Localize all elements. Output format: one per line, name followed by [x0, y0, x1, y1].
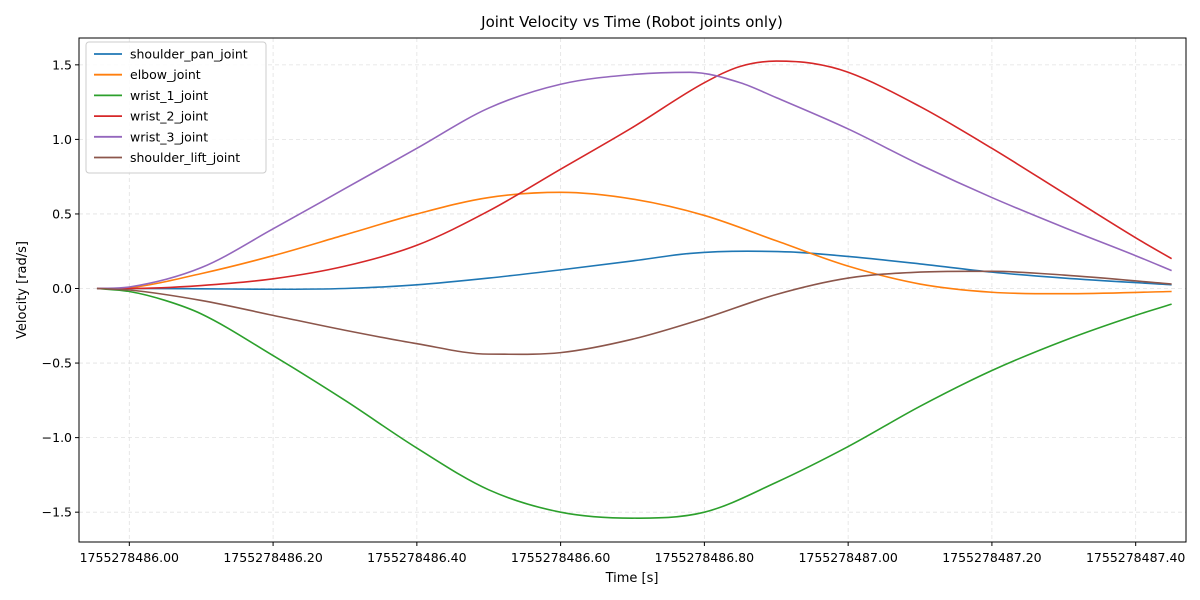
series-line-shoulder-pan-joint [96, 250, 1172, 291]
x-tick-label: 1755278487.00 [798, 550, 897, 565]
y-axis-ticks: −1.5 −1.0 −0.5 0.0 0.5 1.0 1.5 [42, 57, 79, 520]
y-tick-label: 0.5 [52, 206, 72, 221]
legend-label: elbow_joint [130, 67, 201, 82]
series-line-elbow-joint [96, 191, 1172, 295]
series-line-wrist-1-joint [96, 287, 1172, 519]
x-tick-label: 1755278486.00 [80, 550, 179, 565]
y-tick-label: −1.0 [42, 430, 72, 445]
legend: shoulder_pan_joint elbow_joint wrist_1_joi… [85, 41, 267, 174]
legend-box [85, 41, 267, 174]
legend-label: shoulder_lift_joint [130, 150, 240, 165]
x-axis-ticks: 1755278486.00 1755278486.20 1755278486.40 1… [80, 542, 1185, 565]
series-line-wrist-2-joint [96, 60, 1173, 290]
y-tick-label: −1.5 [42, 505, 72, 520]
chart-title: Joint Velocity vs Time (Robot joints onl… [480, 13, 783, 31]
series-line-wrist-3-joint [96, 71, 1172, 290]
x-tick-label: 1755278487.40 [1086, 550, 1185, 565]
y-tick-label: −0.5 [42, 356, 72, 371]
y-axis-label: Velocity [rad/s] [15, 241, 30, 339]
y-tick-label: 1.5 [52, 57, 72, 72]
series-line-shoulder-lift-joint [96, 270, 1172, 356]
legend-label: wrist_3_joint [130, 129, 208, 144]
y-tick-label: 0.0 [52, 281, 72, 296]
plot-frame [78, 37, 1187, 543]
legend-label: wrist_2_joint [130, 109, 208, 124]
x-tick-label: 1755278486.20 [223, 550, 322, 565]
legend-label: wrist_1_joint [130, 88, 208, 103]
x-tick-label: 1755278486.60 [511, 550, 610, 565]
y-tick-label: 1.0 [52, 132, 72, 147]
x-axis-label: Time [s] [605, 571, 659, 586]
x-tick-label: 1755278487.20 [942, 550, 1041, 565]
series-lines [96, 60, 1173, 519]
x-tick-label: 1755278486.40 [367, 550, 466, 565]
legend-label: shoulder_pan_joint [130, 47, 248, 62]
x-tick-label: 1755278486.80 [655, 550, 754, 565]
